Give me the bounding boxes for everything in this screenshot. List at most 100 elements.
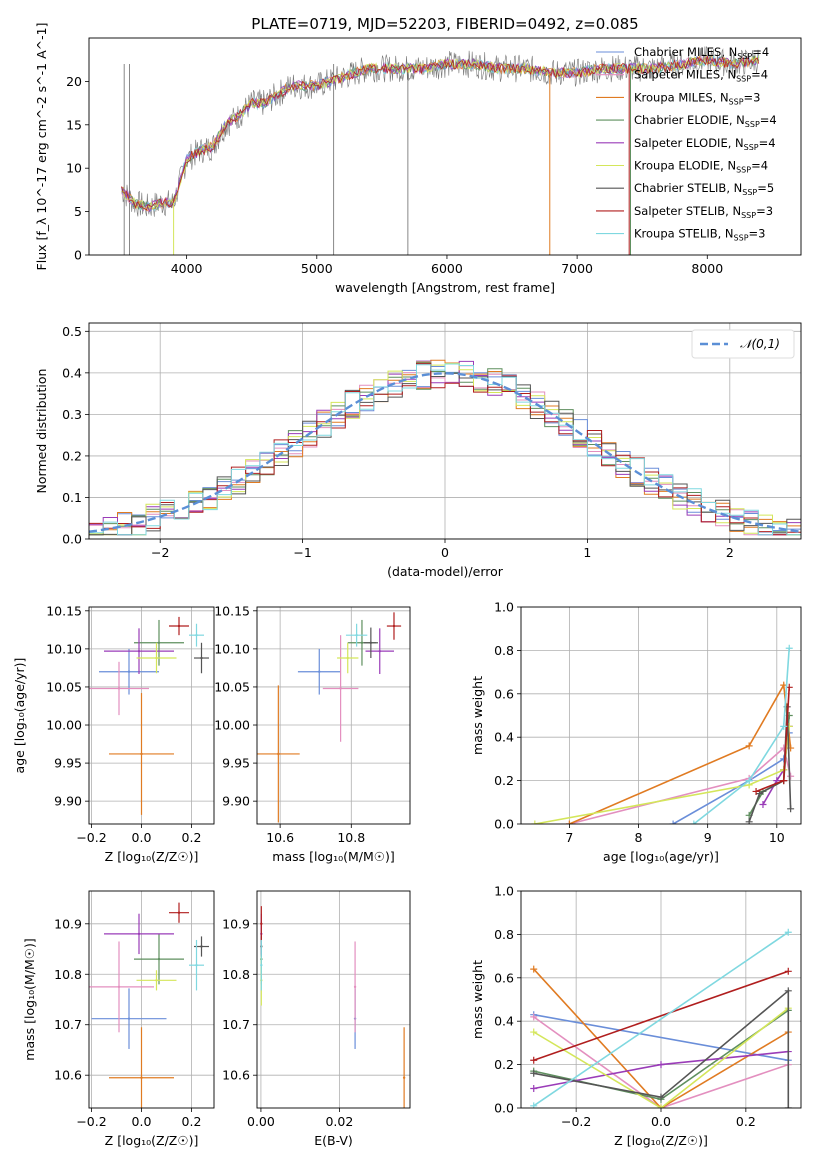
axes-mass-vs-Z: −0.2 0.0 0.2 10.6 10.7 10.8 10.9 Z [log₁₀(Z/Z☉)… [22, 890, 215, 1148]
data-point [155, 979, 158, 982]
data-point [177, 911, 181, 914]
y-tick-label: 0.8 [494, 927, 514, 942]
x-tick-label: 10.8 [337, 830, 365, 845]
x-axis-label: E(B-V) [314, 1133, 353, 1148]
weight-line [672, 732, 790, 824]
legend-label: Kroupa ELODIE, NSSP=4 [634, 159, 768, 175]
x-axis-label: Z [log₁₀(Z/Z☉)] [105, 1133, 199, 1148]
legend-sub: SSP [744, 143, 759, 152]
weight-marker [780, 777, 788, 785]
weight-marker [759, 800, 767, 808]
x-tick-label: 7000 [561, 261, 593, 276]
weight-marker [657, 1093, 665, 1101]
weight-line [693, 648, 790, 824]
legend-label: Salpeter ELODIE, NSSP=4 [634, 136, 776, 152]
x-axis-label: Z [log₁₀(Z/Z☉)] [614, 1133, 708, 1148]
legend-name: Salpeter STELIB, N [634, 204, 741, 218]
gaussian-curve [89, 372, 801, 533]
weight-line [533, 970, 789, 1062]
y-tick-label: 10.6 [54, 1068, 82, 1083]
weight-line [533, 1007, 789, 1108]
legend-label: Salpeter STELIB, NSSP=3 [634, 204, 773, 220]
legend-name: Kroupa ELODIE, N [634, 159, 736, 173]
data-point [200, 945, 203, 948]
y-tick-label: 1.0 [494, 884, 514, 899]
weight-marker [669, 820, 677, 824]
weight-marker [784, 967, 792, 975]
x-tick-label: 0.2 [182, 1114, 202, 1129]
x-tick-label: 0.2 [736, 1114, 756, 1129]
y-tick-label: 9.95 [54, 756, 82, 771]
x-tick-label: −2 [151, 545, 169, 560]
axes-residual-histogram: −2 −1 0 1 2 0.0 0.1 0.2 0.3 0.4 0.5 (data-model)/er… [34, 322, 802, 579]
legend-sub: SSP [742, 188, 757, 197]
y-tick-label: 15 [66, 117, 82, 132]
legend-nssp: =4 [752, 45, 769, 59]
data-point [360, 641, 364, 644]
weight-marker [531, 820, 539, 824]
legend-sub: SSP [737, 52, 752, 61]
y-tick-label: 10.00 [214, 718, 250, 733]
weight-marker [530, 1084, 538, 1092]
weight-marker [657, 1061, 665, 1069]
data-point [127, 1017, 131, 1020]
axes-frame [520, 606, 802, 825]
weight-line [533, 968, 789, 1108]
legend-name: Kroupa STELIB, N [634, 227, 734, 241]
y-tick-label: 1.0 [494, 600, 514, 615]
legend-sub: SSP [741, 211, 756, 220]
data-point [137, 932, 141, 936]
data-point [177, 624, 181, 628]
y-tick-label: 10.7 [222, 1017, 250, 1032]
histogram-series [89, 363, 801, 536]
y-tick-label: 0.8 [494, 643, 514, 658]
axes-frame [256, 606, 411, 825]
x-tick-label: 0.0 [132, 1114, 152, 1129]
plot-area-mass-weight-vs-age [521, 607, 801, 824]
data-point [140, 752, 143, 756]
weight-marker [657, 1104, 665, 1108]
axes-frame [88, 37, 802, 256]
y-tick-label: 20 [66, 74, 82, 89]
legend-sub: SSP [734, 234, 749, 243]
data-point [277, 752, 280, 756]
legend-sub: SSP [745, 120, 760, 129]
axes-spectrum: 4000 5000 6000 7000 8000 0 5 10 15 20 wavelength [… [34, 23, 802, 295]
legend-name: Chabrier MILES, N [634, 45, 737, 59]
y-axis-label: age [log₁₀(age/yr)] [12, 658, 27, 774]
data-point [318, 670, 321, 673]
x-tick-label: 9 [704, 830, 712, 845]
data-point [339, 687, 342, 690]
x-tick-label: 7 [565, 830, 573, 845]
legend-nssp: =4 [751, 68, 768, 82]
plot-area-spectrum [121, 46, 760, 255]
weight-marker [690, 820, 698, 824]
plot-area-mass-weight-vs-Z [521, 891, 801, 1108]
legend-box [691, 329, 795, 359]
data-point [378, 649, 381, 653]
x-tick-label: 5000 [301, 261, 333, 276]
y-tick-label: 10.8 [54, 967, 82, 982]
x-axis-label: mass [log₁₀(M/M☉)] [272, 849, 394, 864]
axes-frame [520, 890, 802, 1109]
plot-area-age-vs-mass [257, 607, 410, 824]
y-tick-label: 10.8 [222, 967, 250, 982]
plot-area-age-vs-Z [89, 607, 214, 824]
figure-title: PLATE=0719, MJD=52203, FIBERID=0492, z=0… [251, 15, 638, 33]
weight-marker [530, 1069, 538, 1077]
axes-mass-vs-EBV: 0.00 0.02 10.6 10.7 10.8 10.9 E(B-V) [222, 890, 411, 1148]
weight-line [533, 1016, 789, 1108]
weight-line [533, 989, 790, 1108]
data-point [195, 633, 198, 637]
legend-nssp: =5 [757, 181, 774, 195]
y-tick-label: 10 [66, 161, 82, 176]
y-tick-label: 10.10 [214, 641, 250, 656]
weight-marker [530, 1013, 538, 1021]
data-point [157, 957, 161, 961]
histogram-series [89, 362, 801, 536]
y-tick-label: 0.0 [62, 532, 82, 547]
x-axis-label: Z [log₁₀(Z/Z☉)] [105, 849, 199, 864]
y-tick-label: 0.0 [494, 817, 514, 832]
x-tick-label: −0.2 [76, 830, 106, 845]
